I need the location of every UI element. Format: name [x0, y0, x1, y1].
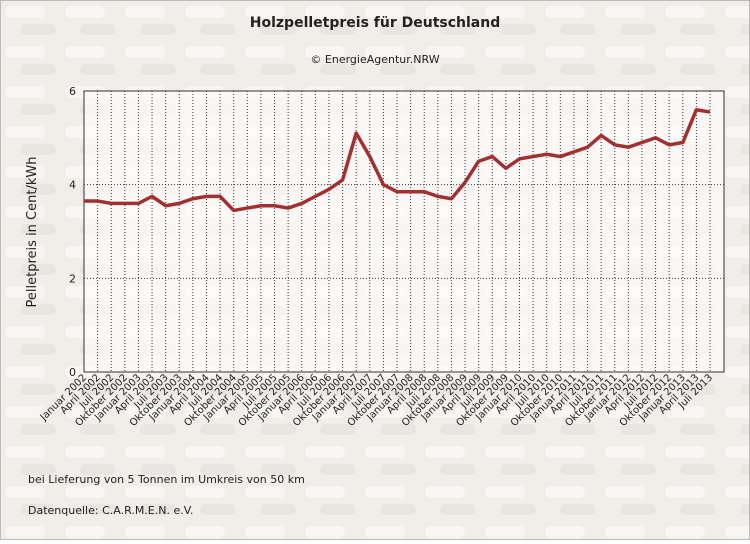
chart-subtitle: © EnergieAgentur.NRW	[310, 53, 439, 66]
y-tick-label: 6	[69, 85, 76, 98]
note: bei Lieferung von 5 Tonnen im Umkreis vo…	[28, 473, 305, 486]
y-tick-label: 4	[69, 179, 76, 192]
y-axis-label: Pelletpreis in Cent/kWh	[25, 157, 40, 308]
y-tick-label: 2	[69, 272, 76, 285]
chart-title: Holzpelletpreis für Deutschland	[250, 15, 500, 31]
y-tick-label: 0	[69, 366, 76, 379]
line-series	[84, 107, 711, 213]
note: Datenquelle: C.A.R.M.E.N. e.V.	[28, 504, 193, 517]
plot-area	[83, 90, 725, 373]
